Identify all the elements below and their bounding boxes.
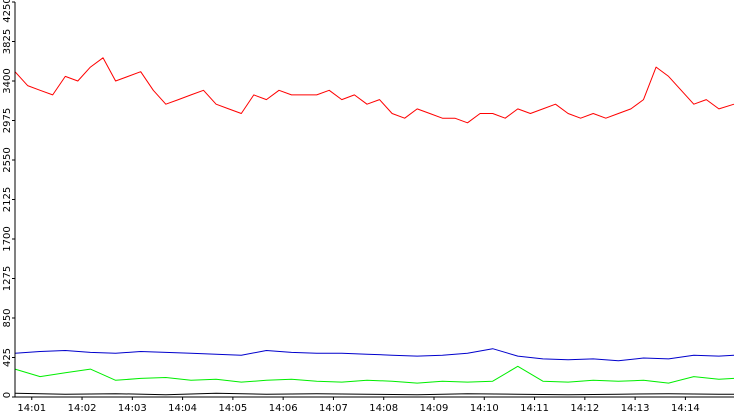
x-tick-label: 14:10	[470, 403, 499, 414]
y-tick-label: 2125	[2, 187, 13, 212]
x-tick-label: 14:14	[671, 403, 700, 414]
y-tick-label: 425	[2, 348, 13, 367]
x-tick-label: 14:09	[420, 403, 449, 414]
series-line-2	[14, 365, 735, 384]
x-tick-label: 14:11	[520, 403, 549, 414]
x-tick-label: 14:05	[218, 403, 247, 414]
y-tick-label: 2975	[2, 108, 13, 133]
y-tick-label: 0	[2, 392, 13, 398]
y-tick-label: 2550	[2, 147, 13, 172]
x-tick-label: 14:13	[621, 403, 650, 414]
y-tick-label: 1275	[2, 266, 13, 291]
series-line-3	[14, 392, 734, 396]
x-tick-label: 14:02	[68, 403, 97, 414]
y-tick-label: 3825	[2, 29, 13, 54]
x-tick-label: 14:08	[369, 403, 398, 414]
y-tick-label: 1700	[2, 226, 13, 251]
y-tick-label: 850	[2, 308, 13, 327]
series-line-1	[14, 348, 735, 362]
series-line-0	[14, 57, 735, 124]
series-layer	[14, 57, 735, 396]
y-tick-label: 3400	[2, 68, 13, 93]
x-tick-label: 14:06	[269, 403, 298, 414]
x-tick-label: 14:01	[17, 403, 46, 414]
x-tick-label: 14:04	[168, 403, 197, 414]
x-tick-label: 14:12	[570, 403, 599, 414]
x-tick-label: 14:07	[319, 403, 348, 414]
y-tick-label: 4250	[2, 0, 13, 23]
x-tick-label: 14:03	[118, 403, 147, 414]
